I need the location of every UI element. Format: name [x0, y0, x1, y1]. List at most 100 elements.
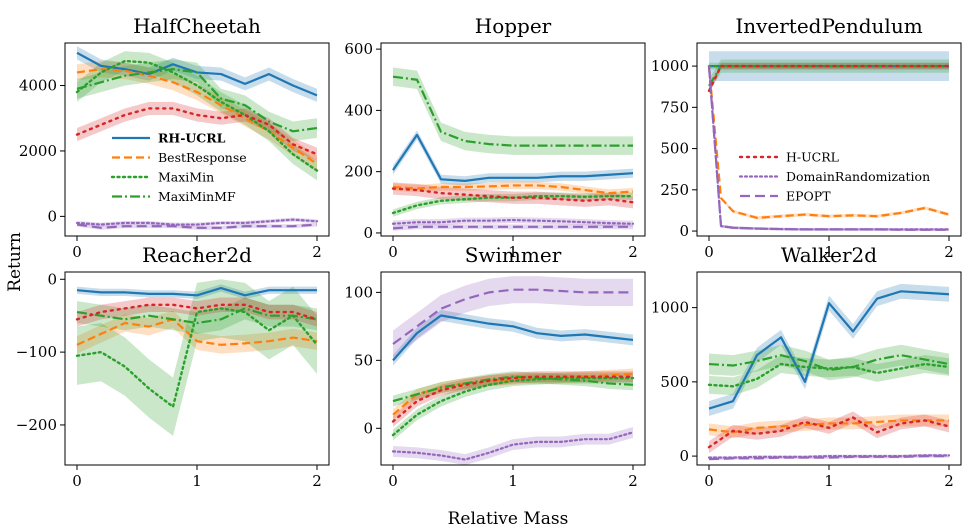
y-tick-label: 250: [660, 181, 689, 199]
band-epopt: [709, 64, 949, 232]
y-tick-label: 200: [344, 163, 373, 181]
y-tick-label: 0: [363, 419, 373, 437]
y-tick-label: 2000: [19, 142, 57, 160]
series-line-rh-ucrl: [708, 290, 950, 410]
x-tick-label: 1: [508, 243, 518, 261]
y-tick-label: 0: [47, 270, 57, 288]
band-h-ucrl: [77, 101, 317, 161]
series-line-h-ucrl: [75, 107, 319, 156]
series-line-rh-ucrl: [76, 286, 317, 297]
band-h-ucrl: [77, 297, 317, 327]
x-tick-label: 2: [312, 472, 322, 490]
series-line-maximinmf: [392, 375, 634, 403]
series-line-rh-ucrl: [392, 314, 634, 362]
panel-reacher2d: Reacher2d 0 1 2 0 −100 −200: [16, 243, 330, 490]
x-axis-label: Relative Mass: [448, 509, 569, 529]
series-line-maximin: [75, 307, 319, 408]
series-line-epopt: [707, 66, 949, 231]
panel-data: [391, 276, 635, 465]
panel-title: Hopper: [475, 14, 552, 38]
band-h-ucrl: [709, 411, 949, 454]
panel-invertedpendulum: InvertedPendulum 0 1 2 0 250 500 750 1000: [651, 14, 962, 261]
x-tick-label: 1: [508, 472, 518, 490]
band-maximinmf: [709, 344, 949, 381]
y-tick-label: 0: [679, 447, 689, 465]
legend-panel-2: H-UCRL DomainRandomization EPOPT: [738, 150, 930, 204]
panel-data: [75, 46, 319, 230]
series-line-domainrandomization: [75, 218, 319, 226]
band-maximin: [77, 279, 317, 436]
series-line-bestresponse: [76, 318, 318, 346]
series-line-h-ucrl: [707, 64, 951, 93]
y-tick-label: 0: [679, 222, 689, 240]
band-maximinmf: [709, 59, 949, 93]
band-rh-ucrl: [77, 46, 317, 102]
x-tick-label: 0: [72, 243, 82, 261]
y-tick-label: 50: [354, 351, 373, 369]
y-tick-label: −200: [16, 416, 57, 434]
series-line-bestresponse: [708, 419, 949, 434]
band-domainrandomization: [77, 217, 317, 227]
series-line-h-ucrl: [75, 303, 319, 321]
series-line-maximin: [707, 362, 951, 388]
band-maximin: [709, 355, 949, 396]
panel-walker2d: Walker2d 0 1 2 0 500 1000: [651, 243, 962, 490]
legend-label-epopt: EPOPT: [786, 189, 831, 204]
band-bestresponse: [393, 368, 633, 421]
panel-title: Walker2d: [781, 243, 877, 267]
panel-swimmer: Swimmer 0 1 2 0 50 100: [344, 243, 646, 490]
series-line-h-ucrl: [707, 416, 951, 449]
series-line-domainrandomization: [707, 64, 951, 231]
series-line-h-ucrl: [391, 187, 635, 204]
band-maximin: [393, 192, 633, 217]
y-tick-label: 0: [47, 207, 57, 225]
panel-data: [707, 51, 951, 232]
x-tick-label: 2: [312, 243, 322, 261]
series-line-maximinmf: [76, 307, 318, 325]
band-h-ucrl: [393, 182, 633, 209]
y-axis-label: Return: [5, 232, 25, 292]
band-maximin: [77, 51, 317, 181]
series-line-maximinmf: [76, 68, 318, 133]
legend-label-maximin: MaxiMin: [158, 170, 214, 185]
x-tick-label: 2: [944, 472, 954, 490]
series-line-rh-ucrl: [392, 133, 634, 182]
y-tick-label: 4000: [19, 77, 57, 95]
series-line-domainrandomization: [391, 218, 635, 225]
panel-title: InvertedPendulum: [735, 14, 922, 38]
legend-label-bestresponse: BestResponse: [158, 150, 247, 165]
series-line-maximin: [391, 376, 635, 437]
band-maximinmf: [393, 67, 633, 155]
band-domainrandomization: [393, 217, 633, 227]
x-tick-label: 2: [628, 243, 638, 261]
y-tick-label: 1000: [651, 299, 689, 317]
panel-hopper: Hopper 0 1 2 0 200 400 600: [344, 14, 646, 261]
band-epopt: [393, 276, 633, 358]
band-rh-ucrl: [709, 283, 949, 417]
legend-label-h-ucrl: H-UCRL: [786, 150, 839, 165]
x-tick-label: 1: [824, 243, 834, 261]
panel-title: HalfCheetah: [133, 14, 261, 38]
series-line-domainrandomization: [391, 431, 635, 461]
panel-title: Swimmer: [465, 243, 562, 267]
x-tick-label: 1: [824, 472, 834, 490]
band-maximin: [393, 372, 633, 441]
band-domainrandomization: [393, 426, 633, 465]
y-tick-label: −100: [16, 343, 57, 361]
series-line-maximin: [75, 59, 319, 172]
band-bestresponse: [77, 60, 317, 173]
legend-label-maximinmf: MaxiMinMF: [158, 189, 236, 204]
band-bestresponse: [393, 181, 633, 197]
y-tick-label: 600: [344, 40, 373, 58]
x-tick-label: 0: [388, 472, 398, 490]
y-tick-label: 500: [660, 140, 689, 158]
x-tick-label: 0: [704, 472, 714, 490]
y-tick-label: 750: [660, 98, 689, 116]
y-tick-label: 400: [344, 101, 373, 119]
panel-halfcheetah: HalfCheetah 0 1 2 0 2000 4000: [19, 14, 330, 261]
x-tick-label: 0: [388, 243, 398, 261]
series-line-h-ucrl: [391, 375, 635, 423]
x-tick-label: 1: [192, 243, 202, 261]
series-line-bestresponse: [707, 65, 950, 219]
